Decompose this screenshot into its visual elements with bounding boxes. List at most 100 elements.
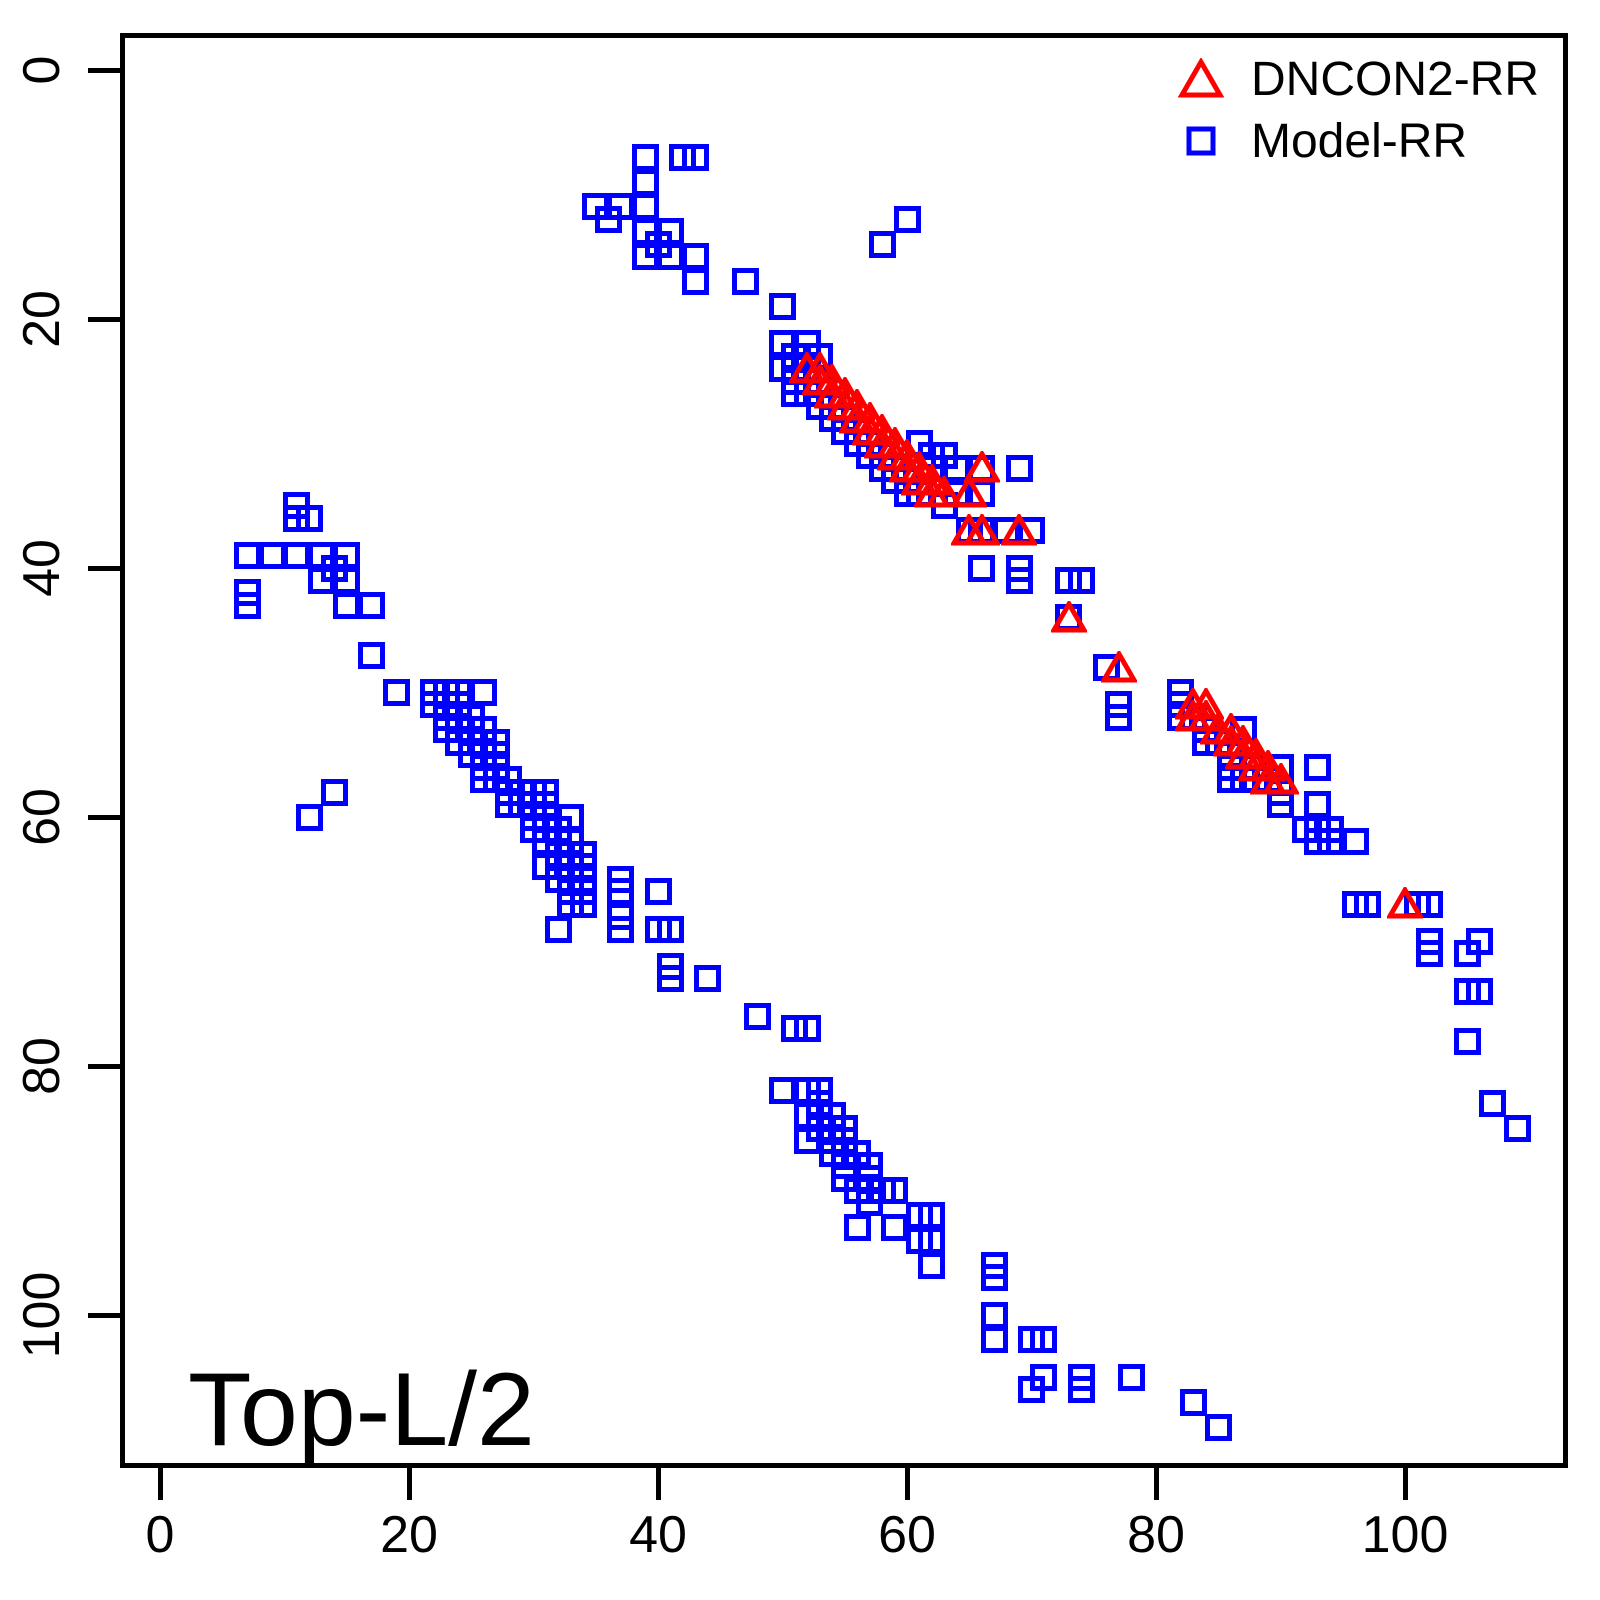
data-point-model-rr <box>233 591 261 619</box>
data-point-dncon2-rr <box>962 449 1002 483</box>
x-tick-label: 80 <box>1127 1506 1185 1564</box>
data-point-dncon2-rr <box>1248 748 1288 782</box>
x-tick-label: 0 <box>145 1506 175 1564</box>
data-point-model-rr <box>1304 753 1332 781</box>
data-point-model-rr <box>980 1326 1008 1354</box>
data-point-model-rr <box>1030 1326 1058 1354</box>
data-point-dncon2-rr <box>812 362 852 396</box>
legend-label: DNCON2-RR <box>1251 52 1539 106</box>
x-tick <box>655 1468 661 1500</box>
data-point-model-rr <box>918 1201 946 1229</box>
data-point-model-rr <box>769 293 796 321</box>
data-point-dncon2-rr <box>800 349 840 384</box>
data-point-dncon2-rr <box>862 412 902 446</box>
data-point-model-rr <box>656 243 684 271</box>
data-point-model-rr <box>1018 1376 1045 1404</box>
data-point-model-rr <box>632 168 660 196</box>
plot-annotation-top-l2: Top-L/2 <box>188 1352 535 1468</box>
y-tick-label: 20 <box>13 290 71 348</box>
x-tick <box>1402 1468 1408 1500</box>
data-point-dncon2-rr <box>962 511 1002 546</box>
y-tick-label: 0 <box>13 55 71 85</box>
legend-item-model-rr: Model-RR <box>1165 110 1539 172</box>
data-point-model-rr <box>656 965 684 993</box>
data-point-model-rr <box>358 641 386 669</box>
data-point-model-rr <box>1117 1363 1145 1391</box>
legend-item-dncon2-rr: DNCON2-RR <box>1165 48 1539 110</box>
data-point-model-rr <box>980 1264 1008 1292</box>
y-tick <box>88 814 120 820</box>
data-point-dncon2-rr <box>1385 885 1425 919</box>
data-point-model-rr <box>1478 1089 1506 1117</box>
data-point-dncon2-rr <box>1049 598 1089 633</box>
data-point-dncon2-rr <box>1099 648 1138 683</box>
data-point-model-rr <box>793 1127 821 1155</box>
data-point-dncon2-rr <box>1186 685 1226 720</box>
data-point-model-rr <box>868 230 896 258</box>
triangle-marker-icon <box>1165 58 1237 100</box>
data-point-model-rr <box>632 193 660 221</box>
data-point-model-rr <box>333 591 361 619</box>
data-point-model-rr <box>644 878 672 906</box>
data-point-model-rr <box>1067 566 1095 594</box>
data-point-model-rr <box>569 890 597 918</box>
data-point-model-rr <box>470 679 498 706</box>
y-tick-label: 100 <box>13 1271 71 1359</box>
data-point-model-rr <box>1503 1114 1531 1142</box>
data-point-model-rr <box>295 504 323 532</box>
data-point-model-rr <box>258 542 286 570</box>
data-point-model-rr <box>295 803 323 831</box>
data-point-dncon2-rr <box>850 399 889 434</box>
data-point-model-rr <box>1341 828 1369 856</box>
square-marker-icon <box>1165 124 1237 158</box>
data-point-model-rr <box>1416 940 1444 968</box>
data-point-model-rr <box>1304 791 1332 819</box>
data-point-model-rr <box>632 243 660 271</box>
data-point-model-rr <box>656 915 684 943</box>
data-point-model-rr <box>1453 1027 1481 1055</box>
y-tick-label: 40 <box>13 539 71 597</box>
data-point-model-rr <box>607 878 635 906</box>
legend-label: Model-RR <box>1251 114 1468 168</box>
data-point-model-rr <box>856 1189 884 1217</box>
data-point-dncon2-rr <box>1211 710 1251 745</box>
y-tick-label: 60 <box>13 788 71 846</box>
x-tick <box>157 1468 163 1500</box>
data-point-model-rr <box>632 143 660 171</box>
data-point-model-rr <box>1105 703 1133 731</box>
x-tick <box>904 1468 910 1500</box>
data-point-model-rr <box>694 965 722 993</box>
data-point-model-rr <box>544 915 572 943</box>
data-point-model-rr <box>881 1214 909 1242</box>
data-point-dncon2-rr <box>999 511 1039 546</box>
plot-area <box>120 33 1568 1468</box>
data-point-model-rr <box>1316 828 1344 856</box>
data-point-model-rr <box>918 1226 946 1254</box>
x-tick-label: 60 <box>878 1506 936 1564</box>
data-point-model-rr <box>1179 1388 1207 1416</box>
data-point-model-rr <box>731 268 759 296</box>
data-point-model-rr <box>681 243 709 271</box>
data-point-model-rr <box>744 1002 772 1030</box>
data-point-model-rr <box>681 143 709 171</box>
data-point-dncon2-rr <box>900 449 939 483</box>
data-point-model-rr <box>843 1214 871 1242</box>
y-tick-label: 80 <box>13 1037 71 1095</box>
data-point-model-rr <box>681 268 709 296</box>
data-point-model-rr <box>607 915 635 943</box>
data-point-dncon2-rr <box>912 461 952 496</box>
y-tick <box>88 1312 120 1318</box>
x-tick-label: 20 <box>380 1506 438 1564</box>
data-point-model-rr <box>1416 890 1444 918</box>
data-point-model-rr <box>1267 791 1294 819</box>
data-point-model-rr <box>308 566 336 594</box>
data-point-model-rr <box>1453 940 1481 968</box>
data-point-model-rr <box>594 205 622 233</box>
legend: DNCON2-RR Model-RR <box>1165 48 1539 172</box>
data-point-dncon2-rr <box>887 436 927 471</box>
data-point-model-rr <box>881 1177 909 1204</box>
data-point-dncon2-rr <box>875 424 914 459</box>
data-point-dncon2-rr <box>1261 760 1300 795</box>
data-point-dncon2-rr <box>825 374 865 409</box>
